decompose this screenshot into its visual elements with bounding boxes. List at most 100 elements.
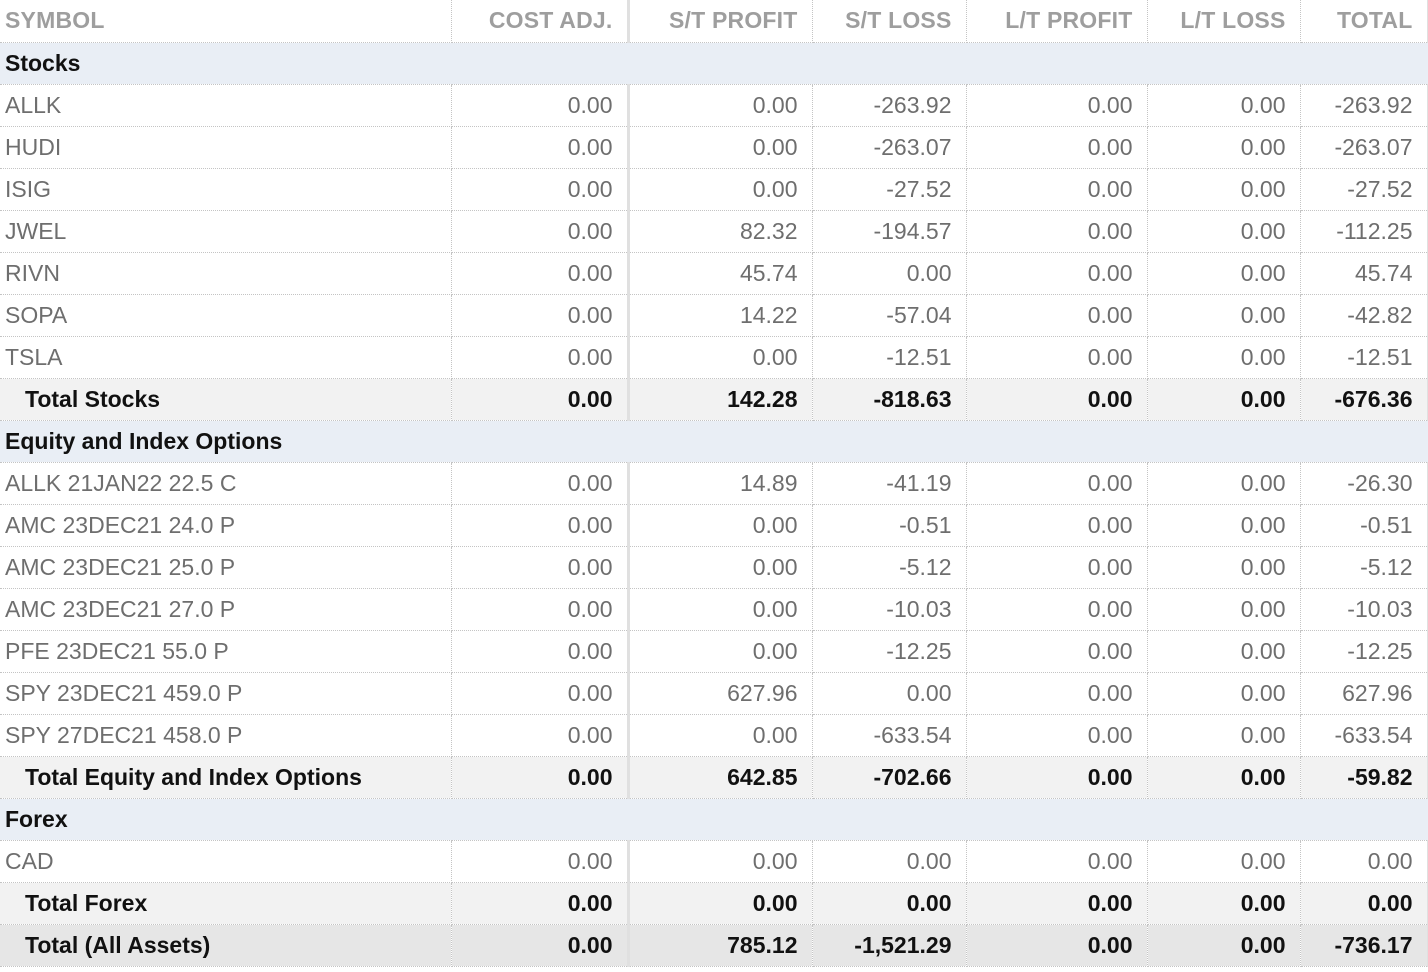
total-cost-adj: 0.00 [451, 882, 630, 925]
cell-symbol: SPY 27DEC21 458.0 P [0, 714, 452, 757]
table-row[interactable]: AMC 23DEC21 27.0 P 0.00 0.00 -10.03 0.00… [0, 588, 1428, 631]
cell-st-loss: -27.52 [812, 168, 967, 211]
section-header-stocks: Stocks [0, 42, 1428, 85]
cell-total: -12.25 [1300, 630, 1428, 673]
cell-lt-profit: 0.00 [966, 462, 1148, 505]
total-lt-loss: 0.00 [1147, 882, 1301, 925]
cell-st-loss: -263.07 [812, 126, 967, 169]
grand-total-lt-profit: 0.00 [966, 924, 1148, 967]
cell-symbol: TSLA [0, 336, 452, 379]
table-row[interactable]: TSLA 0.00 0.00 -12.51 0.00 0.00 -12.51 [0, 336, 1428, 379]
cell-lt-loss: 0.00 [1147, 840, 1301, 883]
cell-st-loss: -194.57 [812, 210, 967, 253]
total-cost-adj: 0.00 [451, 378, 630, 421]
total-lt-profit: 0.00 [966, 882, 1148, 925]
grand-total-cost-adj: 0.00 [451, 924, 630, 967]
table-row[interactable]: HUDI 0.00 0.00 -263.07 0.00 0.00 -263.07 [0, 126, 1428, 169]
cell-lt-profit: 0.00 [966, 294, 1148, 337]
cell-total: 0.00 [1300, 840, 1428, 883]
cell-st-loss: -5.12 [812, 546, 967, 589]
table-row[interactable]: PFE 23DEC21 55.0 P 0.00 0.00 -12.25 0.00… [0, 630, 1428, 673]
cell-lt-loss: 0.00 [1147, 336, 1301, 379]
cell-lt-profit: 0.00 [966, 252, 1148, 295]
total-st-profit: 642.85 [628, 756, 813, 799]
column-header-lt-profit[interactable]: L/T PROFIT [966, 0, 1148, 43]
cell-st-profit: 45.74 [628, 252, 813, 295]
cell-lt-loss: 0.00 [1147, 462, 1301, 505]
table-row[interactable]: ISIG 0.00 0.00 -27.52 0.00 0.00 -27.52 [0, 168, 1428, 211]
total-st-loss: -702.66 [812, 756, 967, 799]
cell-symbol: HUDI [0, 126, 452, 169]
section-title: Equity and Index Options [0, 420, 1428, 463]
column-header-total[interactable]: TOTAL [1300, 0, 1428, 43]
cell-st-profit: 0.00 [628, 504, 813, 547]
cell-cost-adj: 0.00 [451, 546, 630, 589]
total-total: -676.36 [1300, 378, 1428, 421]
column-header-lt-loss[interactable]: L/T LOSS [1147, 0, 1301, 43]
cell-cost-adj: 0.00 [451, 714, 630, 757]
table-row[interactable]: CAD 0.00 0.00 0.00 0.00 0.00 0.00 [0, 840, 1428, 883]
cell-cost-adj: 0.00 [451, 504, 630, 547]
cell-lt-profit: 0.00 [966, 168, 1148, 211]
cell-total: -633.54 [1300, 714, 1428, 757]
table-row[interactable]: SPY 27DEC21 458.0 P 0.00 0.00 -633.54 0.… [0, 714, 1428, 757]
cell-st-loss: -57.04 [812, 294, 967, 337]
cell-cost-adj: 0.00 [451, 126, 630, 169]
cell-total: -263.92 [1300, 84, 1428, 127]
cell-lt-profit: 0.00 [966, 714, 1148, 757]
cell-st-profit: 0.00 [628, 336, 813, 379]
cell-total: 45.74 [1300, 252, 1428, 295]
cell-st-profit: 82.32 [628, 210, 813, 253]
grand-total-lt-loss: 0.00 [1147, 924, 1301, 967]
column-header-st-profit[interactable]: S/T PROFIT [628, 0, 813, 43]
cell-total: -26.30 [1300, 462, 1428, 505]
cell-lt-loss: 0.00 [1147, 546, 1301, 589]
table-row[interactable]: JWEL 0.00 82.32 -194.57 0.00 0.00 -112.2… [0, 210, 1428, 253]
cell-cost-adj: 0.00 [451, 168, 630, 211]
cell-st-loss: -263.92 [812, 84, 967, 127]
section-total-row: Total Equity and Index Options 0.00 642.… [0, 756, 1428, 799]
total-total: 0.00 [1300, 882, 1428, 925]
cell-symbol: AMC 23DEC21 24.0 P [0, 504, 452, 547]
cell-st-loss: -12.25 [812, 630, 967, 673]
table-row[interactable]: AMC 23DEC21 24.0 P 0.00 0.00 -0.51 0.00 … [0, 504, 1428, 547]
total-st-profit: 0.00 [628, 882, 813, 925]
section-header-options: Equity and Index Options [0, 420, 1428, 463]
cell-st-loss: 0.00 [812, 840, 967, 883]
cell-st-profit: 627.96 [628, 672, 813, 715]
cell-lt-profit: 0.00 [966, 336, 1148, 379]
table-row[interactable]: AMC 23DEC21 25.0 P 0.00 0.00 -5.12 0.00 … [0, 546, 1428, 589]
cell-st-loss: -633.54 [812, 714, 967, 757]
table-row[interactable]: ALLK 0.00 0.00 -263.92 0.00 0.00 -263.92 [0, 84, 1428, 127]
table-body: Stocks ALLK 0.00 0.00 -263.92 0.00 0.00 … [0, 42, 1428, 967]
cell-lt-loss: 0.00 [1147, 630, 1301, 673]
section-header-forex: Forex [0, 798, 1428, 841]
cell-lt-loss: 0.00 [1147, 294, 1301, 337]
total-cost-adj: 0.00 [451, 756, 630, 799]
cell-symbol: PFE 23DEC21 55.0 P [0, 630, 452, 673]
cell-total: -263.07 [1300, 126, 1428, 169]
cell-total: -27.52 [1300, 168, 1428, 211]
table-row[interactable]: RIVN 0.00 45.74 0.00 0.00 0.00 45.74 [0, 252, 1428, 295]
total-lt-loss: 0.00 [1147, 756, 1301, 799]
cell-total: -112.25 [1300, 210, 1428, 253]
column-header-cost-adj[interactable]: COST ADJ. [451, 0, 630, 43]
table-row[interactable]: SOPA 0.00 14.22 -57.04 0.00 0.00 -42.82 [0, 294, 1428, 337]
cell-total: -42.82 [1300, 294, 1428, 337]
grand-total-row: Total (All Assets) 0.00 785.12 -1,521.29… [0, 924, 1428, 967]
cell-symbol: SOPA [0, 294, 452, 337]
table-row[interactable]: SPY 23DEC21 459.0 P 0.00 627.96 0.00 0.0… [0, 672, 1428, 715]
column-header-symbol[interactable]: SYMBOL [0, 0, 452, 43]
cell-symbol: JWEL [0, 210, 452, 253]
table-header-row: SYMBOL COST ADJ. S/T PROFIT S/T LOSS L/T… [0, 0, 1428, 43]
cell-lt-profit: 0.00 [966, 210, 1148, 253]
section-title: Stocks [0, 42, 1428, 85]
column-header-st-loss[interactable]: S/T LOSS [812, 0, 967, 43]
table-row[interactable]: ALLK 21JAN22 22.5 C 0.00 14.89 -41.19 0.… [0, 462, 1428, 505]
cell-symbol: AMC 23DEC21 27.0 P [0, 588, 452, 631]
cell-cost-adj: 0.00 [451, 252, 630, 295]
section-total-row: Total Stocks 0.00 142.28 -818.63 0.00 0.… [0, 378, 1428, 421]
cell-cost-adj: 0.00 [451, 462, 630, 505]
cell-st-loss: -0.51 [812, 504, 967, 547]
